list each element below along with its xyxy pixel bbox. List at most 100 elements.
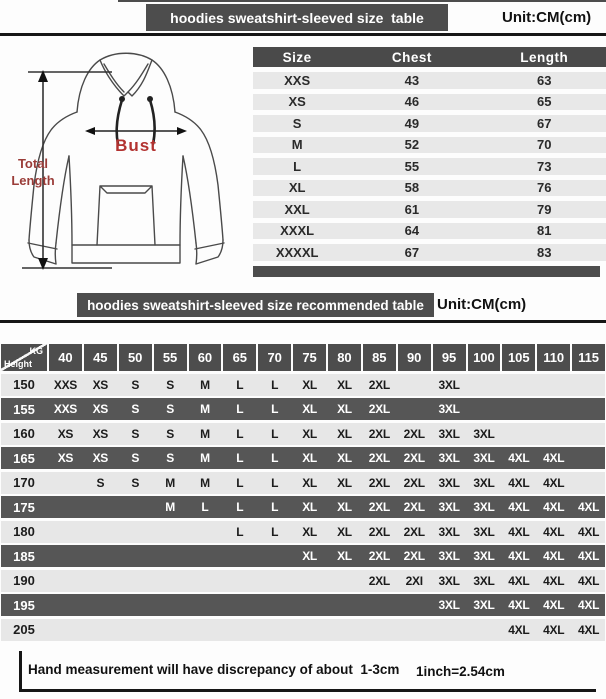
matrix-size-cell: 4XL [578, 549, 600, 563]
matrix-size-cell: 2XL [368, 377, 390, 392]
size-label: XXXXL [275, 244, 319, 260]
matrix-size-cell: 2XL [368, 475, 390, 490]
matrix-weight-header: 100 [467, 344, 501, 371]
matrix-size-cell [84, 521, 117, 543]
matrix-height-label: 165 [13, 450, 35, 466]
matrix-size-cell [189, 594, 222, 616]
matrix-size-cell [189, 521, 222, 543]
right-cuff-band [194, 242, 225, 250]
footer-left-border [19, 651, 22, 692]
matrix-size-cell: 4XL [508, 500, 530, 514]
body-outline [68, 155, 184, 246]
matrix-size-cell: 3XL [438, 598, 460, 612]
matrix-size-cell [572, 374, 605, 396]
matrix-size-cell: S [166, 426, 174, 441]
matrix-row-175: 175 M L L L XL XL 2XL 2XL 3XL 3XL 4XL 4XL 4XL [1, 496, 605, 518]
matrix-size-cell [572, 447, 605, 469]
matrix-height-label: 155 [13, 401, 35, 417]
matrix-size-cell: S [166, 377, 174, 392]
matrix-size-cell [119, 521, 152, 543]
matrix-weight-header: 110 [537, 344, 571, 371]
matrix-size-cell: M [165, 475, 175, 490]
matrix-size-cell: 2XL [403, 524, 425, 539]
size-table-title: hoodies sweatshirt-sleeved size table [170, 9, 424, 26]
left-sleeve [28, 111, 78, 241]
size-value: 61 [404, 201, 420, 217]
size-label: XS [288, 94, 306, 110]
matrix-size-cell: XL [337, 500, 352, 514]
matrix-size-cell: 4XL [543, 475, 565, 490]
matrix-size-cell: L [271, 402, 279, 416]
matrix-weight-header: 45 [83, 344, 117, 371]
matrix-size-cell [468, 619, 501, 641]
matrix-size-cell: 4XL [578, 598, 600, 612]
matrix-size-cell: 3XL [438, 402, 460, 416]
matrix-size-cell [154, 521, 187, 543]
matrix-size-cell: 4XL [543, 524, 565, 539]
matrix-size-cell: L [236, 475, 244, 490]
left-sleeve-inner [55, 155, 70, 244]
matrix-row-180: 180 L L XL XL 2XL 2XL 3XL 3XL 4XL 4XL 4XL [1, 520, 605, 543]
inch-conversion: 1inch=2.54cm [416, 664, 505, 679]
matrix-size-cell: 3XL [473, 524, 495, 539]
matrix-size-cell [84, 545, 117, 567]
matrix-size-cell: XL [302, 475, 317, 490]
matrix-weight-header: 90 [397, 344, 431, 371]
size-value: 70 [536, 137, 552, 153]
matrix-size-cell: M [200, 475, 210, 490]
size-value: 43 [404, 72, 420, 88]
matrix-weight-header: 55 [153, 344, 187, 371]
right-drawstring [148, 98, 156, 146]
matrix-size-cell: 4XL [508, 598, 530, 612]
size-table-row: XXXXL 67 83 [253, 244, 606, 261]
matrix-size-cell: XS [92, 426, 109, 441]
total-length-label-line1: Total [18, 156, 48, 171]
matrix-size-cell: XL [337, 549, 352, 563]
matrix-size-cell [398, 619, 431, 641]
matrix-row-165: 165 XS XS S S M L L XL XL 2XL 2XL 3XL 3XL 4XL 4XL [1, 447, 605, 469]
size-label: XXL [284, 201, 310, 217]
matrix-header-row: KG Height 40 45 50 55 60 65 70 75 80 85 90 95 100 105 11… [1, 344, 605, 371]
matrix-size-cell: S [131, 402, 140, 416]
matrix-size-cell [293, 619, 326, 641]
left-grommet [119, 96, 125, 102]
right-cuff [195, 239, 224, 265]
divider-1 [0, 33, 606, 36]
total-length-label-line2: Length [11, 173, 54, 188]
matrix-size-cell: XS [92, 402, 109, 416]
matrix-size-cell: 4XL [543, 622, 565, 637]
size-table-row: XXS 43 63 [253, 72, 606, 89]
matrix-row-195: 195 3XL 3XL 4XL 4XL 4XL [1, 594, 605, 616]
size-value: 63 [536, 72, 552, 88]
size-value: 64 [404, 223, 420, 239]
size-table-row: XXL 61 79 [253, 201, 606, 218]
arrow-head-left [85, 127, 95, 135]
size-table-row: XXXL 64 81 [253, 222, 606, 239]
matrix-size-cell: 2XL [368, 402, 390, 416]
matrix-size-cell: S [166, 402, 174, 416]
matrix-size-cell [223, 594, 256, 616]
matrix-height-label: 170 [13, 475, 35, 490]
matrix-weight-header: 40 [49, 344, 82, 371]
matrix-size-cell: XL [302, 377, 317, 392]
matrix-size-cell [84, 496, 117, 518]
matrix-height-label: 150 [13, 377, 35, 392]
matrix-size-cell [84, 570, 117, 592]
matrix-size-cell: 3XL [438, 524, 460, 539]
matrix-size-cell: S [131, 475, 140, 490]
matrix-size-cell [433, 619, 466, 641]
matrix-size-cell [537, 374, 570, 396]
matrix-size-cell: 4XL [578, 622, 600, 637]
matrix-size-cell [502, 374, 535, 396]
matrix-size-cell [537, 398, 570, 420]
top-edge-strip [118, 0, 606, 2]
hem-band [71, 244, 181, 264]
matrix-size-cell: 4XL [508, 451, 530, 465]
matrix-size-cell: S [131, 426, 140, 441]
size-label: XXS [284, 72, 311, 88]
hoodie-diagram: Total Length Bust [11, 52, 225, 270]
matrix-size-cell: 3XL [438, 377, 460, 392]
matrix-size-cell: XL [337, 402, 352, 416]
matrix-size-cell: 3XL [438, 426, 460, 441]
size-value: 55 [404, 158, 420, 174]
